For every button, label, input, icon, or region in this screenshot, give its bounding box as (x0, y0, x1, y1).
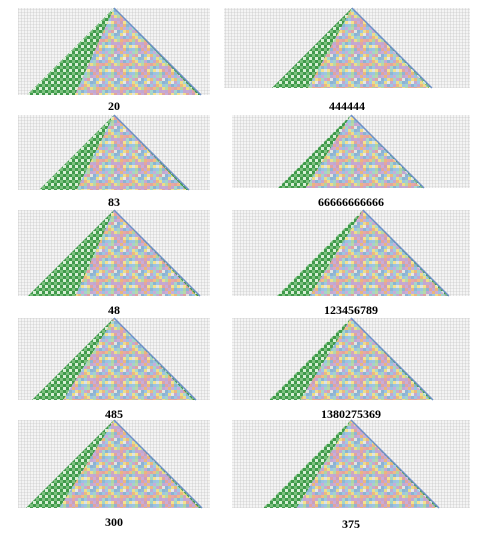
panel-label: 48 (108, 303, 120, 317)
panel-label: 83 (108, 195, 120, 209)
panel-label: 1380275369 (321, 407, 381, 421)
panel: 20 (18, 7, 210, 113)
panel-label: 20 (108, 99, 120, 113)
triangle-inner (74, 8, 198, 95)
triangle-inner (307, 8, 429, 88)
panel: 444444 (224, 7, 470, 113)
triangle-inner (300, 318, 430, 400)
panel-label: 300 (105, 515, 123, 529)
triangle-inner (59, 420, 199, 508)
triangle-inner (75, 210, 197, 296)
edge (362, 209, 450, 297)
triangle-inner (305, 115, 421, 188)
panel-label: 375 (342, 517, 360, 531)
panel-label: 123456789 (324, 303, 378, 317)
panel-label: 485 (105, 407, 123, 421)
edge (350, 114, 425, 189)
panel: 300 (18, 419, 210, 529)
panel-label: 444444 (329, 99, 365, 113)
edge (113, 7, 202, 96)
panel-label: 66666666666 (318, 195, 384, 209)
triangle-inner (76, 115, 186, 190)
panel: 485 (18, 317, 210, 421)
triangle-inner (309, 210, 446, 296)
panel: 48 (18, 209, 210, 317)
triangle-inner (63, 318, 193, 400)
edge (350, 419, 440, 509)
panel: 66666666666 (232, 114, 470, 209)
panel: 375 (232, 419, 470, 531)
edge (113, 114, 190, 191)
panel: 83 (18, 114, 210, 209)
edge (113, 209, 201, 297)
edge (350, 317, 434, 401)
edge (113, 317, 197, 401)
panel: 123456789 (232, 209, 470, 317)
edge (351, 7, 433, 89)
triangle-inner (296, 420, 436, 508)
edge (113, 419, 203, 509)
panel: 1380275369 (232, 317, 470, 421)
